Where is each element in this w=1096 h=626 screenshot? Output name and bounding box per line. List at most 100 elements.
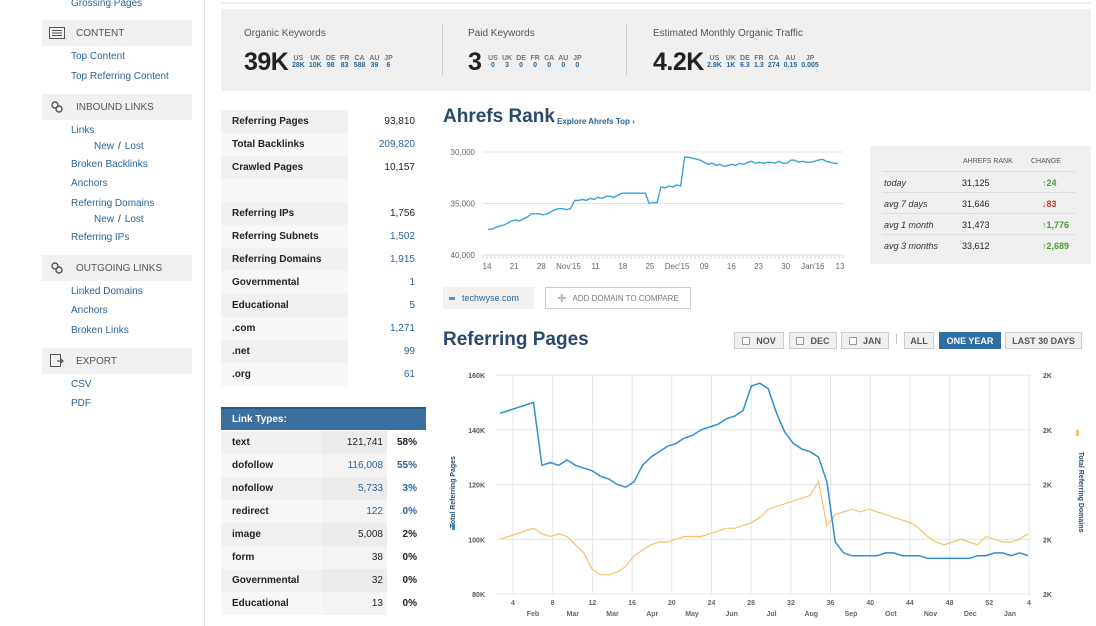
geo-item-fr[interactable]: FR 0 — [530, 55, 540, 69]
range-button-nov[interactable]: NOV — [734, 332, 784, 349]
sidebar-section-outgoing-links[interactable]: OUTGOING LINKS — [42, 255, 192, 281]
geo-item-uk[interactable]: UK 10K — [309, 55, 322, 69]
sidebar-link-top-content[interactable]: Top Content — [71, 51, 125, 62]
sidebar-link-lost[interactable]: Lost — [124, 141, 144, 152]
link-type-count[interactable]: 116,008 — [322, 454, 387, 477]
paid-keywords-metric[interactable]: Paid Keywords 3 US 0 UK 3 DE 0 FR 0 CA 0 AU 0 JP 0 — [468, 9, 618, 91]
sidebar-section-export[interactable]: EXPORT — [42, 348, 192, 374]
geo-item-fr[interactable]: FR 1.3 — [754, 55, 764, 69]
metric-geo-breakdown: US 0 UK 3 DE 0 FR 0 CA 0 AU 0 JP 0 — [488, 55, 582, 69]
sidebar-link-referring-ips[interactable]: Referring IPs — [71, 232, 130, 243]
x-week-label: 4 — [511, 600, 515, 607]
stat-value[interactable]: 1,915 — [348, 248, 426, 271]
geo-item-de[interactable]: DE 98 — [326, 55, 336, 69]
sidebar-section-inbound-links[interactable]: INBOUND LINKS — [42, 94, 192, 120]
x-tick-label: 28 — [537, 262, 546, 271]
sidebar-link-linked-domains[interactable]: Linked Domains — [71, 286, 143, 297]
sidebar-link-new[interactable]: New — [94, 214, 115, 225]
domain-tag[interactable]: techwyse.com — [443, 287, 534, 309]
sidebar-link-links[interactable]: Links — [71, 125, 95, 136]
stat-value — [348, 179, 426, 202]
stat-value[interactable]: 209,820 — [348, 133, 426, 156]
geo-value: 6 — [386, 62, 391, 69]
sidebar-link-csv[interactable]: CSV — [71, 379, 92, 390]
stat-row[interactable]: Governmental 1 — [221, 271, 426, 294]
sidebar-link-lost[interactable]: Lost — [124, 214, 144, 225]
metric-value: 4.2K — [653, 48, 704, 76]
geo-value: 1K — [726, 62, 736, 69]
stat-row[interactable]: .org 61 — [221, 363, 426, 386]
range-button-one-year[interactable]: ONE YEAR — [939, 332, 1001, 349]
y-axis-legend-swatch — [452, 524, 455, 530]
geo-item-uk[interactable]: UK 3 — [502, 55, 512, 69]
stat-value[interactable]: 5 — [348, 294, 426, 317]
geo-item-us[interactable]: US 0 — [488, 55, 498, 69]
link-type-count[interactable]: 122 — [322, 500, 387, 523]
stat-value[interactable]: 1 — [348, 271, 426, 294]
y-axis-label: Total Referring Pages — [450, 456, 457, 528]
sidebar-link-anchors-outgoing[interactable]: Anchors — [71, 305, 108, 316]
link-type-count[interactable]: 5,733 — [322, 477, 387, 500]
stat-value[interactable]: 99 — [348, 340, 426, 363]
x-tick-label: 23 — [754, 262, 763, 271]
geo-item-us[interactable]: US 28K — [292, 55, 305, 69]
geo-item-ca[interactable]: CA 0 — [544, 55, 554, 69]
stat-row[interactable]: Total Backlinks 209,820 — [221, 133, 426, 156]
x-month-label: Jun — [726, 611, 738, 618]
sidebar-link-broken-backlinks[interactable]: Broken Backlinks — [71, 159, 148, 170]
geo-item-au[interactable]: AU 0 — [558, 55, 568, 69]
checkbox-icon[interactable] — [742, 336, 751, 345]
range-button-all[interactable]: ALL — [904, 332, 934, 349]
range-button-dec[interactable]: DEC — [789, 332, 837, 349]
geo-item-de[interactable]: DE 6.3 — [740, 55, 750, 69]
sidebar-link-new[interactable]: New — [94, 141, 115, 152]
geo-item-fr[interactable]: FR 83 — [340, 55, 350, 69]
geo-value: 0 — [519, 62, 524, 69]
range-button-jan[interactable]: JAN — [841, 332, 889, 349]
organic-traffic-metric[interactable]: Estimated Monthly Organic Traffic 4.2K U… — [653, 9, 913, 91]
link-type-label: Governmental — [221, 569, 322, 592]
geo-item-au[interactable]: AU 39 — [369, 55, 379, 69]
geo-country: JP — [805, 55, 815, 62]
checkbox-icon[interactable] — [796, 336, 805, 345]
sidebar-link-broken-links[interactable]: Broken Links — [71, 325, 129, 336]
geo-country: UK — [502, 55, 513, 62]
stat-row[interactable]: .com 1,271 — [221, 317, 426, 340]
y2-axis-label: Total Referring Domains — [1077, 452, 1084, 533]
geo-country: AU — [369, 55, 380, 62]
range-button-last-30-days[interactable]: LAST 30 DAYS — [1005, 332, 1082, 349]
geo-item-jp[interactable]: JP 6 — [384, 55, 394, 69]
geo-country: CA — [354, 55, 365, 62]
add-domain-compare-button[interactable]: ✚ ADD DOMAIN TO COMPARE — [545, 287, 691, 309]
sidebar-section-label: EXPORT — [76, 355, 117, 367]
stat-row[interactable]: Referring Domains 1,915 — [221, 248, 426, 271]
x-tick-label: 30 — [781, 262, 790, 271]
geo-item-ca[interactable]: CA 588 — [354, 55, 366, 69]
series-color-swatch — [449, 296, 455, 300]
geo-item-us[interactable]: US 2.9K — [707, 55, 722, 69]
range-button-label: ALL — [910, 335, 928, 346]
explore-ahrefs-top-link[interactable]: Explore Ahrefs Top › — [557, 117, 635, 126]
organic-keywords-metric[interactable]: Organic Keywords 39K US 28K UK 10K DE 98 FR 83 C… — [244, 9, 444, 91]
stat-row[interactable]: Educational 5 — [221, 294, 426, 317]
checkbox-icon[interactable] — [848, 336, 857, 345]
geo-item-uk[interactable]: UK 1K — [726, 55, 736, 69]
sidebar-section-content[interactable]: CONTENT — [42, 20, 192, 46]
geo-item-ca[interactable]: CA 274 — [768, 55, 780, 69]
sidebar-link-anchors[interactable]: Anchors — [71, 178, 108, 189]
sidebar-link-pdf[interactable]: PDF — [71, 398, 91, 409]
stat-value[interactable]: 1,271 — [348, 317, 426, 340]
stat-value[interactable]: 1,502 — [348, 225, 426, 248]
stat-value[interactable]: 61 — [348, 363, 426, 386]
stat-row[interactable]: .net 99 — [221, 340, 426, 363]
stat-row[interactable]: Referring Subnets 1,502 — [221, 225, 426, 248]
stat-label — [221, 179, 348, 202]
geo-item-de[interactable]: DE 0 — [516, 55, 526, 69]
sidebar-link-top-referring-content[interactable]: Top Referring Content — [71, 71, 169, 82]
sidebar-link-grossing-pages[interactable]: Grossing Pages — [71, 0, 143, 9]
sidebar-link-referring-domains[interactable]: Referring Domains — [71, 198, 155, 209]
geo-item-jp[interactable]: JP 0 — [572, 55, 582, 69]
geo-item-au[interactable]: AU 0.15 — [784, 55, 798, 69]
stat-row: Referring IPs 1,756 — [221, 202, 426, 225]
geo-item-jp[interactable]: JP 0.005 — [801, 55, 819, 69]
